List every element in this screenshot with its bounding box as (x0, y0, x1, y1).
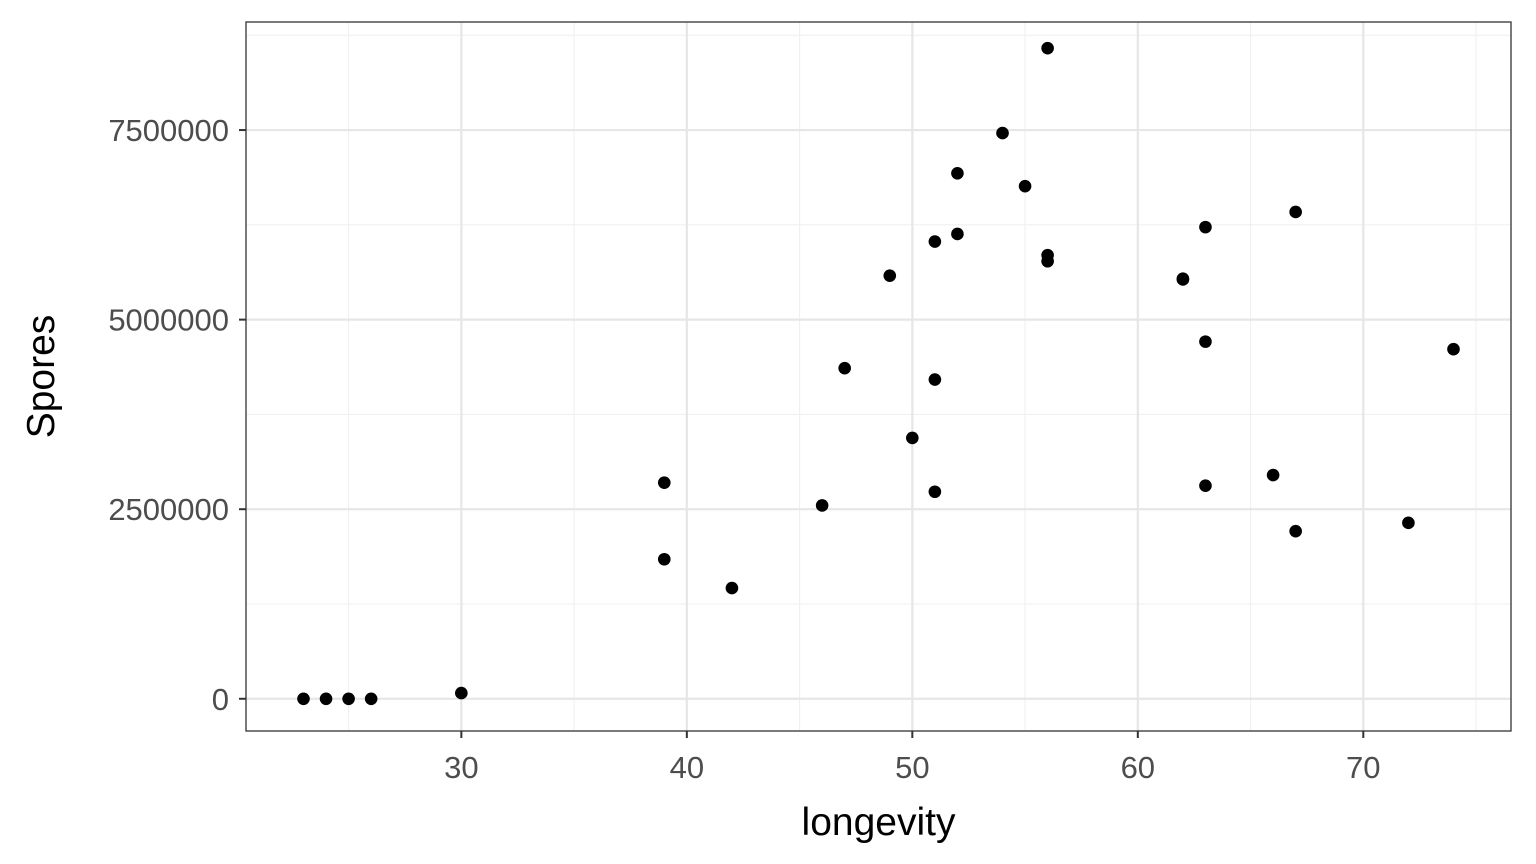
data-point (1199, 335, 1212, 348)
data-point (906, 431, 919, 445)
data-point (1289, 524, 1302, 538)
x-tick-label: 30 (444, 750, 478, 785)
data-point (883, 269, 897, 282)
data-point (319, 692, 333, 706)
data-point (838, 361, 851, 375)
data-point (1266, 468, 1280, 482)
data-points (297, 41, 1460, 706)
data-point (996, 126, 1009, 140)
data-point (1199, 220, 1212, 234)
data-point (1447, 342, 1460, 356)
data-point (1041, 41, 1054, 55)
y-tick-label: 2500000 (108, 492, 229, 527)
data-point (1176, 273, 1190, 286)
data-point (297, 692, 310, 706)
x-tick-label: 60 (1121, 750, 1155, 785)
data-point (951, 227, 964, 241)
x-tick-label: 70 (1346, 750, 1380, 785)
y-axis: 0 2500000 5000000 7500000 (108, 113, 246, 717)
minor-gridlines (246, 22, 1511, 731)
data-point (342, 692, 355, 706)
data-point (1199, 479, 1212, 492)
data-point (657, 476, 671, 489)
data-point (725, 581, 739, 595)
y-axis-title: Spores (20, 315, 63, 439)
x-axis-title: longevity (802, 801, 956, 844)
data-point (928, 235, 942, 248)
data-point (1041, 254, 1054, 268)
x-tick-label: 40 (670, 750, 704, 785)
data-point (364, 692, 378, 706)
data-point (928, 485, 942, 499)
y-tick-label: 7500000 (108, 113, 229, 148)
data-point (455, 686, 468, 700)
data-point (928, 373, 942, 386)
data-point (657, 552, 671, 566)
data-point (1289, 205, 1302, 219)
major-gridlines (246, 22, 1511, 731)
y-tick-label: 0 (212, 682, 229, 717)
x-tick-label: 50 (895, 750, 929, 785)
y-tick-label: 5000000 (108, 303, 229, 338)
data-point (1018, 179, 1032, 193)
data-point (1402, 516, 1415, 530)
data-point (815, 499, 829, 512)
x-axis: 30 40 50 60 70 (444, 731, 1381, 785)
data-point (951, 166, 964, 180)
plot-panel-border (245, 21, 1512, 732)
